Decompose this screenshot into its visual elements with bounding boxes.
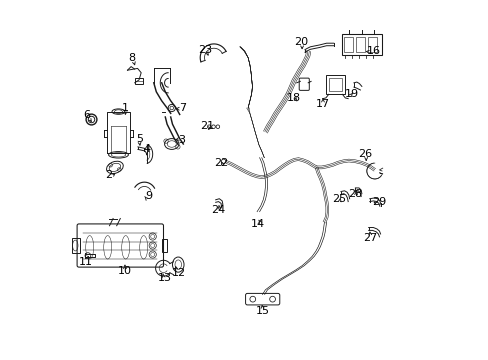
Text: 22: 22 <box>214 158 228 168</box>
Bar <box>325 75 345 94</box>
Text: 18: 18 <box>286 93 301 103</box>
Text: 26: 26 <box>357 149 371 159</box>
Text: 23: 23 <box>198 45 212 55</box>
Text: 9: 9 <box>144 191 152 201</box>
Text: 17: 17 <box>315 99 329 109</box>
Text: 29: 29 <box>372 197 386 207</box>
Text: 15: 15 <box>255 306 269 316</box>
Text: 12: 12 <box>172 268 185 278</box>
Text: 20: 20 <box>294 37 308 48</box>
Text: 4: 4 <box>142 144 150 154</box>
Bar <box>134 78 142 84</box>
Text: 27: 27 <box>362 233 376 243</box>
Bar <box>355 37 365 52</box>
Bar <box>162 239 167 252</box>
Text: 6: 6 <box>83 110 90 120</box>
Text: 11: 11 <box>78 257 92 267</box>
Text: 19: 19 <box>344 89 358 99</box>
Bar <box>72 238 80 253</box>
Text: 21: 21 <box>199 121 213 131</box>
Bar <box>343 37 352 52</box>
Text: 28: 28 <box>347 189 362 199</box>
Bar <box>367 37 376 52</box>
Text: 13: 13 <box>157 273 171 283</box>
Text: 14: 14 <box>251 219 264 229</box>
Bar <box>328 78 342 91</box>
Text: 25: 25 <box>331 194 345 204</box>
Text: 10: 10 <box>118 266 132 276</box>
Text: 7: 7 <box>179 103 186 113</box>
Text: 3: 3 <box>178 135 184 145</box>
Bar <box>341 34 381 55</box>
Text: 24: 24 <box>211 204 225 215</box>
Text: 1: 1 <box>122 103 129 113</box>
Text: 16: 16 <box>366 46 380 56</box>
Text: 2: 2 <box>104 170 112 180</box>
Text: 5: 5 <box>136 134 142 144</box>
Text: 8: 8 <box>128 53 136 63</box>
